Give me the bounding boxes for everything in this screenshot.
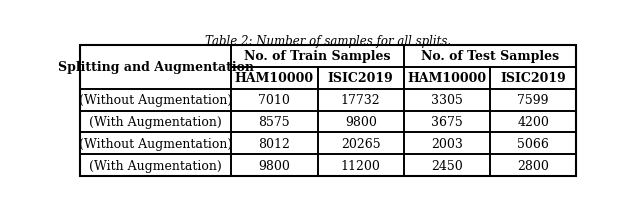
Text: 8012: 8012 — [259, 137, 291, 150]
Text: 8575: 8575 — [259, 115, 291, 128]
Text: HAM10000: HAM10000 — [408, 72, 486, 85]
Text: No. of Train Samples: No. of Train Samples — [244, 50, 391, 63]
Text: (With Augmentation): (With Augmentation) — [89, 115, 222, 128]
Bar — [490, 155, 576, 176]
Bar — [80, 46, 231, 89]
Text: 2800: 2800 — [517, 159, 549, 172]
Bar — [404, 89, 490, 111]
Bar — [317, 67, 404, 89]
Text: 2003: 2003 — [431, 137, 463, 150]
Text: 9800: 9800 — [345, 115, 377, 128]
Bar — [404, 67, 490, 89]
Bar — [490, 111, 576, 133]
Text: 5066: 5066 — [517, 137, 549, 150]
Text: 3305: 3305 — [431, 94, 463, 107]
Bar — [404, 46, 576, 67]
Text: 4200: 4200 — [517, 115, 549, 128]
Bar — [231, 46, 404, 67]
Bar — [317, 133, 404, 155]
Bar — [317, 111, 404, 133]
Bar — [231, 111, 317, 133]
Text: 9800: 9800 — [259, 159, 291, 172]
Bar — [80, 111, 231, 133]
Text: HAM10000: HAM10000 — [235, 72, 314, 85]
Bar — [490, 133, 576, 155]
Bar — [231, 155, 317, 176]
Text: (With Augmentation): (With Augmentation) — [89, 159, 222, 172]
Bar — [490, 67, 576, 89]
Text: 2450: 2450 — [431, 159, 463, 172]
Bar — [80, 133, 231, 155]
Text: No. of Test Samples: No. of Test Samples — [421, 50, 559, 63]
Text: 17732: 17732 — [341, 94, 381, 107]
Bar — [317, 89, 404, 111]
Bar — [231, 89, 317, 111]
Bar — [317, 155, 404, 176]
Text: 20265: 20265 — [341, 137, 381, 150]
Text: (Without Augmentation): (Without Augmentation) — [79, 137, 232, 150]
Text: Table 2: Number of samples for all splits.: Table 2: Number of samples for all split… — [205, 35, 451, 48]
Bar — [80, 89, 231, 111]
Bar — [404, 133, 490, 155]
Text: Splitting and Augmentation: Splitting and Augmentation — [58, 61, 253, 74]
Bar — [404, 155, 490, 176]
Bar — [490, 89, 576, 111]
Bar — [80, 155, 231, 176]
Text: 3675: 3675 — [431, 115, 463, 128]
Bar — [231, 133, 317, 155]
Text: ISIC2019: ISIC2019 — [328, 72, 394, 85]
Text: ISIC2019: ISIC2019 — [500, 72, 566, 85]
Bar — [404, 111, 490, 133]
Text: 11200: 11200 — [340, 159, 381, 172]
Text: (Without Augmentation): (Without Augmentation) — [79, 94, 232, 107]
Text: 7010: 7010 — [259, 94, 291, 107]
Text: 7599: 7599 — [517, 94, 549, 107]
Bar — [80, 46, 576, 176]
Bar — [231, 67, 317, 89]
